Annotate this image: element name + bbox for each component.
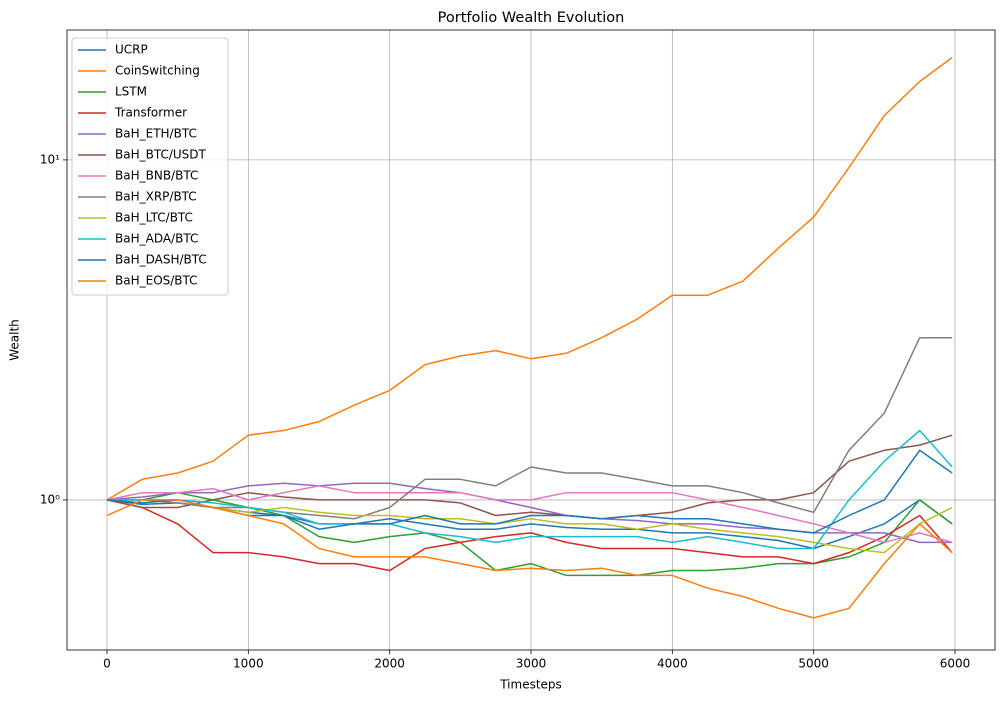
- legend-label: LSTM: [115, 85, 147, 99]
- x-axis-label: Timesteps: [499, 678, 562, 692]
- x-tick-label: 3000: [516, 657, 547, 671]
- legend-label: BaH_ADA/BTC: [115, 232, 198, 246]
- y-axis-label: Wealth: [8, 319, 22, 361]
- legend: UCRP CoinSwitching LSTM Transformer BaH_ETH/…: [71, 37, 229, 296]
- plot-frame: [66, 29, 996, 651]
- legend-label: BaH_XRP/BTC: [115, 190, 197, 204]
- legend-label: BaH_LTC/BTC: [115, 211, 193, 225]
- y-tick-label: 10⁰: [40, 492, 60, 506]
- series-line: [106, 485, 953, 544]
- legend-label: UCRP: [115, 43, 148, 57]
- x-tick-label: 2000: [374, 657, 405, 671]
- legend-label: BaH_DASH/BTC: [115, 253, 207, 267]
- legend-label: BaH_EOS/BTC: [115, 274, 198, 288]
- y-tick-label: 10¹: [40, 152, 60, 166]
- x-tick-label: 6000: [940, 657, 971, 671]
- x-tick-label: 4000: [657, 657, 688, 671]
- series-line: [106, 499, 953, 572]
- series-line: [106, 56, 953, 501]
- legend-label: Transformer: [114, 106, 187, 120]
- legend-label: BaH_BTC/USDT: [115, 148, 207, 162]
- x-tick-label: 1000: [233, 657, 264, 671]
- legend-label: CoinSwitching: [115, 64, 200, 78]
- series-line: [107, 336, 953, 520]
- x-tick-label: 0: [103, 657, 111, 671]
- series-line: [106, 499, 953, 619]
- chart-title: Portfolio Wealth Evolution: [438, 10, 625, 26]
- legend-label: BaH_BNB/BTC: [115, 169, 198, 183]
- series-line: [106, 434, 953, 520]
- series-line: [107, 429, 953, 550]
- legend-frame: [71, 37, 229, 296]
- x-tick-label: 5000: [798, 657, 829, 671]
- legend-label: BaH_ETH/BTC: [115, 127, 197, 141]
- series-line: [107, 499, 953, 554]
